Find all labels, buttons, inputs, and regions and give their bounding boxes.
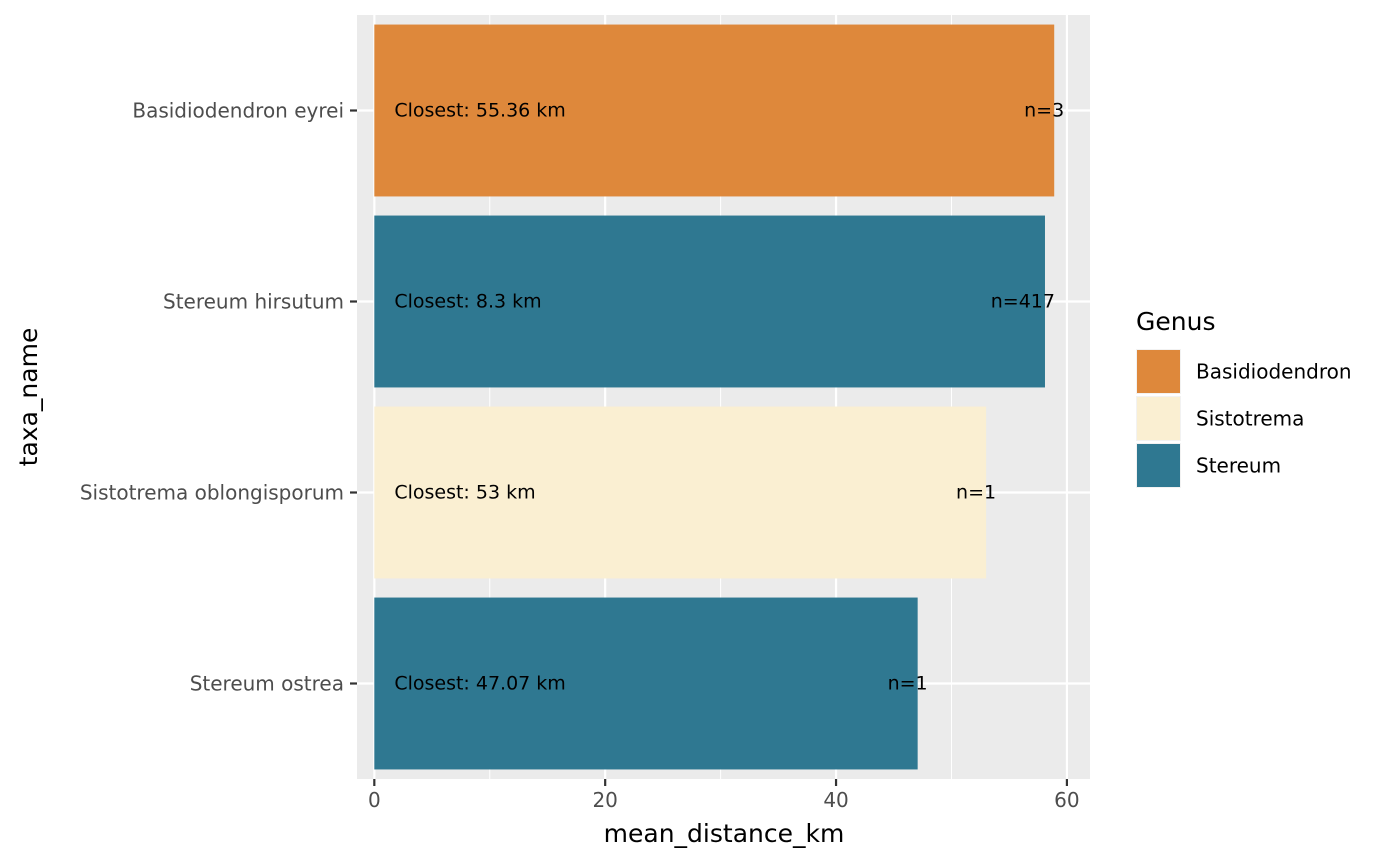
x-axis: 0 20 40 60 xyxy=(368,779,1080,812)
y-tick-label: Sistotrema oblongisporum xyxy=(80,481,344,505)
bar xyxy=(374,406,987,579)
x-tick-label: 60 xyxy=(1054,788,1079,812)
bar xyxy=(374,24,1055,197)
legend-key xyxy=(1137,397,1180,440)
legend-key xyxy=(1137,350,1180,393)
legend-label: Basidiodendron xyxy=(1196,360,1352,384)
legend-key xyxy=(1137,444,1180,487)
y-axis: Basidiodendron eyrei Stereum hirsutum Sist… xyxy=(80,99,357,696)
n-label: n=417 xyxy=(991,291,1055,313)
legend-label: Sistotrema xyxy=(1196,407,1304,431)
x-tick-label: 20 xyxy=(592,788,617,812)
x-tick-label: 0 xyxy=(368,788,381,812)
n-label: n=3 xyxy=(1024,100,1064,122)
bars xyxy=(374,24,1055,770)
x-tick-label: 40 xyxy=(823,788,848,812)
closest-label: Closest: 53 km xyxy=(394,482,535,504)
closest-label: Closest: 47.07 km xyxy=(394,673,565,695)
y-tick-label: Basidiodendron eyrei xyxy=(132,99,344,123)
x-axis-title: mean_distance_km xyxy=(604,819,845,848)
bar xyxy=(374,215,1045,388)
n-label: n=1 xyxy=(956,482,996,504)
legend-label: Stereum xyxy=(1196,454,1281,478)
legend-title: Genus xyxy=(1136,307,1215,336)
y-tick-label: Stereum hirsutum xyxy=(163,290,344,314)
closest-label: Closest: 55.36 km xyxy=(394,100,565,122)
bar xyxy=(374,597,918,770)
y-axis-title: taxa_name xyxy=(14,328,43,467)
y-tick-label: Stereum ostrea xyxy=(190,672,344,696)
n-label: n=1 xyxy=(888,673,928,695)
closest-label: Closest: 8.3 km xyxy=(394,291,541,313)
bar-labels: Closest: 55.36 km n=3 Closest: 8.3 km n=417… xyxy=(394,100,1064,695)
legend: Genus Basidiodendron Sistotrema Stereum xyxy=(1136,307,1352,488)
